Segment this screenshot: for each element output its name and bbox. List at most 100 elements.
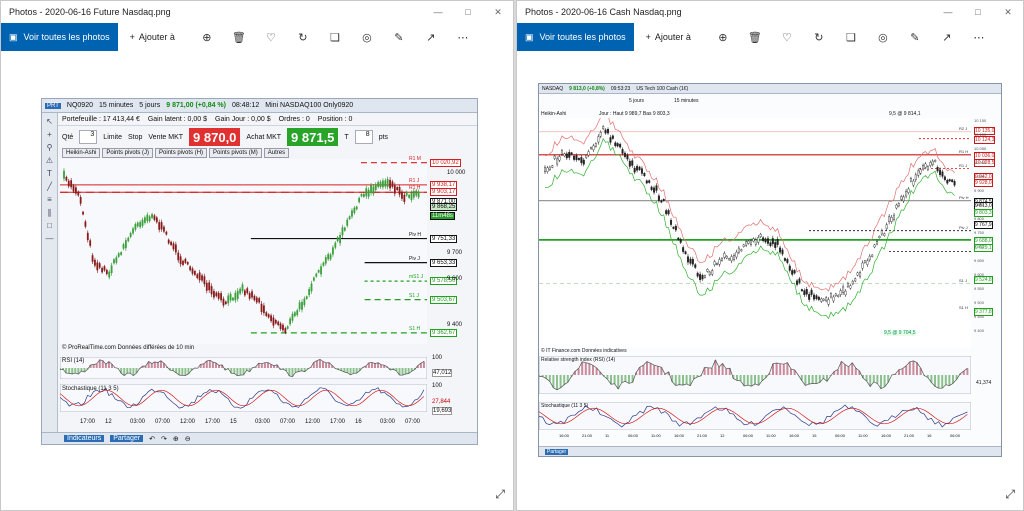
right-stochastic-panel: [539, 402, 971, 430]
candle: [343, 227, 346, 231]
magnifier-icon[interactable]: ⚲: [46, 143, 53, 152]
rotate-icon[interactable]: ↻: [298, 31, 308, 44]
tab-pivots-h[interactable]: Points pivots (H): [155, 148, 208, 158]
timeframe-select[interactable]: 15 minutes: [98, 102, 134, 109]
add-to-button[interactable]: + Ajouter à: [130, 32, 175, 42]
see-all-photos-button[interactable]: ▣ Voir toutes les photos: [1, 23, 118, 51]
candle: [560, 150, 563, 155]
crop-icon[interactable]: ❏: [329, 31, 340, 44]
cursor-icon[interactable]: ↖: [46, 117, 53, 126]
candle: [146, 214, 149, 222]
cash-instrument[interactable]: NASDAQ: [542, 85, 564, 92]
edit-icon[interactable]: ✎: [910, 31, 920, 44]
candle: [747, 240, 750, 244]
share-icon[interactable]: ↗: [942, 31, 952, 44]
candle: [597, 136, 600, 143]
tab-pivots-m[interactable]: Points pivots (M): [209, 148, 262, 158]
favorite-icon[interactable]: ♡: [781, 31, 792, 44]
horizontal-line-icon[interactable]: —: [45, 234, 54, 243]
right-window-title: Photos - 2020-06-16 Cash Nasdaq.png: [525, 7, 682, 17]
channel-icon[interactable]: ∥: [47, 208, 52, 217]
right-y-tick: 9 650: [974, 258, 985, 263]
target-label: T: [344, 133, 349, 141]
cash-range-select[interactable]: 5 jours: [629, 98, 645, 104]
buy-market-button[interactable]: 9 871,5: [287, 128, 339, 146]
range-select[interactable]: 5 jours: [139, 102, 161, 109]
limit-button[interactable]: Limite: [103, 133, 122, 141]
candle: [912, 180, 915, 186]
candle: [141, 219, 144, 226]
favorite-icon[interactable]: ♡: [265, 31, 276, 44]
delete-icon[interactable]: 🗑: [747, 31, 762, 44]
undo-icon[interactable]: ↶: [149, 435, 155, 443]
candle: [105, 269, 108, 275]
minimize-button[interactable]: —: [433, 7, 443, 17]
fibonacci-icon[interactable]: ≡: [47, 195, 52, 204]
candle: [248, 292, 251, 299]
see-all-photos-button[interactable]: ▣ Voir toutes les photos: [517, 23, 634, 51]
candle: [279, 323, 282, 330]
zoom-out-icon[interactable]: ⊖: [184, 435, 191, 443]
enhance-icon[interactable]: ◎: [878, 31, 888, 44]
right-x-tick: 06:00: [835, 433, 846, 438]
expand-icon[interactable]: ⤢: [495, 487, 505, 501]
candle: [614, 142, 617, 147]
share-icon[interactable]: ↗: [426, 31, 436, 44]
x-tick: 03:00: [380, 419, 396, 425]
close-button[interactable]: ✕: [494, 6, 502, 17]
edit-icon[interactable]: ✎: [394, 31, 404, 44]
right-photos-toolbar: ▣ Voir toutes les photos + Ajouter à ⊕ 🗑…: [517, 23, 1023, 51]
zoom-icon[interactable]: ⊕: [718, 31, 728, 44]
zoom-icon[interactable]: ⊕: [202, 31, 212, 44]
level-name-tag: Piv J: [409, 255, 420, 262]
candle: [122, 244, 125, 249]
cash-share-button[interactable]: Partager: [545, 448, 569, 455]
candle: [880, 230, 883, 235]
candle: [839, 290, 842, 295]
maximize-button[interactable]: □: [975, 7, 981, 17]
envelope-lower: [544, 137, 955, 320]
orders-count: Ordres : 0: [278, 115, 310, 123]
share-button[interactable]: Partager: [110, 435, 144, 442]
position-count: Position : 0: [317, 115, 353, 123]
target-input[interactable]: 8: [354, 130, 373, 144]
more-icon[interactable]: ⋯: [973, 31, 985, 44]
candle: [779, 247, 782, 253]
stop-button[interactable]: Stop: [127, 133, 143, 141]
close-button[interactable]: ✕: [1004, 6, 1012, 17]
delete-icon[interactable]: 🗑: [231, 31, 246, 44]
tab-heikin-ashi[interactable]: Heikin-Ashi: [62, 148, 101, 158]
right-title-bar: Photos - 2020-06-16 Cash Nasdaq.png — □ …: [517, 1, 1023, 23]
right-x-tick: 11:00: [858, 433, 868, 438]
expand-icon[interactable]: ⤢: [1005, 487, 1015, 501]
trendline-icon[interactable]: ╱: [47, 182, 52, 191]
more-icon[interactable]: ⋯: [457, 31, 469, 44]
redo-icon[interactable]: ↷: [160, 435, 167, 443]
text-tool-icon[interactable]: T: [47, 169, 52, 178]
crop-icon[interactable]: ❏: [845, 31, 856, 44]
tab-autres[interactable]: Autres: [263, 148, 290, 158]
rectangle-icon[interactable]: □: [47, 221, 52, 230]
tab-pivots-j[interactable]: Points pivots (J): [102, 148, 154, 158]
candle: [332, 247, 334, 255]
cash-timeframe-select[interactable]: 15 minutes: [674, 98, 699, 104]
zoom-in-icon[interactable]: ⊕: [172, 435, 179, 443]
qty-input[interactable]: 3: [79, 130, 98, 144]
enhance-icon[interactable]: ◎: [362, 31, 372, 44]
right-y-tick: 9 400: [974, 328, 985, 333]
rotate-icon[interactable]: ↻: [814, 31, 824, 44]
crosshair-icon[interactable]: +: [47, 130, 52, 139]
add-to-button[interactable]: + Ajouter à: [646, 32, 691, 42]
candle: [272, 317, 275, 326]
candle: [846, 283, 849, 287]
minimize-button[interactable]: —: [943, 7, 953, 17]
x-tick: 12:00: [305, 419, 321, 425]
sell-market-button[interactable]: 9 870,0: [189, 128, 241, 146]
candle: [417, 191, 420, 198]
alert-icon[interactable]: ⚠: [45, 156, 54, 165]
indicators-button[interactable]: Indicateurs: [64, 435, 105, 442]
instrument-select[interactable]: NQ0920: [66, 102, 93, 109]
maximize-button[interactable]: □: [465, 7, 471, 17]
candle: [301, 301, 303, 310]
candle: [820, 298, 823, 302]
